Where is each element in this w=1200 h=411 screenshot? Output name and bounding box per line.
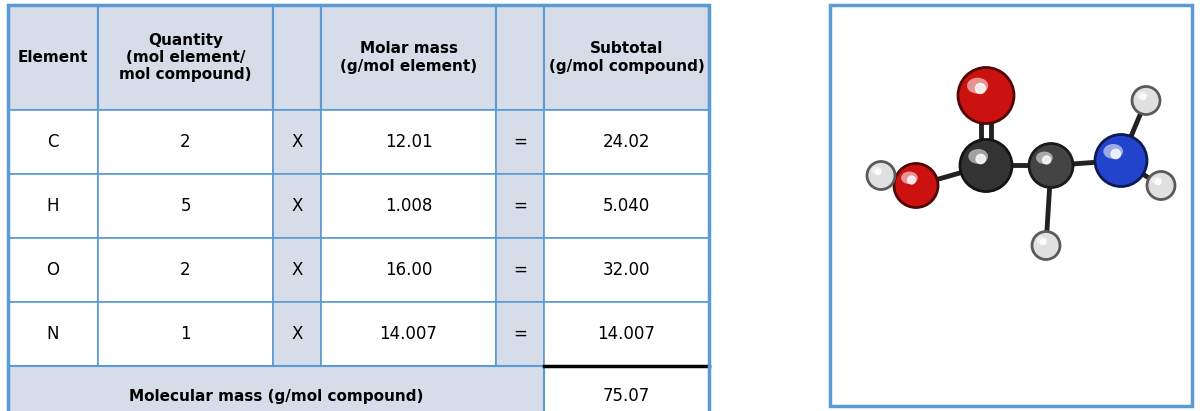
Bar (274, 302, 322, 366)
Text: 14.007: 14.007 (379, 325, 438, 343)
Bar (544, 110, 709, 174)
Circle shape (907, 176, 916, 184)
Ellipse shape (1152, 177, 1162, 185)
Bar (8, 5, 709, 411)
Bar (98, 238, 274, 302)
Bar (544, 302, 709, 366)
Bar (98, 5, 274, 110)
Bar (496, 238, 544, 302)
Text: H: H (47, 197, 59, 215)
Bar (544, 238, 709, 302)
Bar (98, 110, 274, 174)
Circle shape (894, 164, 938, 208)
Circle shape (1132, 86, 1160, 115)
Text: Quantity
(mol element/
mol compound): Quantity (mol element/ mol compound) (119, 32, 252, 82)
Bar (274, 238, 322, 302)
Circle shape (976, 154, 985, 164)
Bar (274, 174, 322, 238)
Circle shape (960, 139, 1012, 192)
Text: =: = (514, 197, 527, 215)
Text: X: X (292, 325, 302, 343)
Bar (830, 5, 1192, 406)
Text: Molar mass
(g/mol element): Molar mass (g/mol element) (340, 41, 478, 74)
Text: Molecular mass (g/mol compound): Molecular mass (g/mol compound) (128, 388, 424, 404)
Circle shape (1043, 156, 1050, 164)
Text: 5: 5 (180, 197, 191, 215)
Bar (496, 110, 544, 174)
Text: =: = (514, 261, 527, 279)
Text: 16.00: 16.00 (385, 261, 432, 279)
Text: 14.007: 14.007 (598, 325, 655, 343)
Text: 75.07: 75.07 (602, 387, 650, 405)
Bar (496, 5, 544, 110)
Text: X: X (292, 197, 302, 215)
Circle shape (1147, 171, 1175, 199)
Circle shape (866, 162, 895, 189)
Circle shape (1111, 149, 1121, 159)
Ellipse shape (968, 149, 988, 164)
Bar (274, 5, 322, 110)
Text: 32.00: 32.00 (602, 261, 650, 279)
Bar (8, 238, 98, 302)
Circle shape (1030, 143, 1073, 187)
Text: Subtotal
(g/mol compound): Subtotal (g/mol compound) (548, 41, 704, 74)
Bar (8, 366, 544, 411)
Bar (8, 110, 98, 174)
Ellipse shape (1103, 144, 1123, 159)
Bar (544, 5, 709, 110)
Text: X: X (292, 261, 302, 279)
Ellipse shape (1036, 152, 1052, 164)
Bar (322, 302, 496, 366)
Circle shape (1040, 240, 1045, 245)
Bar (98, 174, 274, 238)
Ellipse shape (967, 78, 989, 94)
Text: 1: 1 (180, 325, 191, 343)
Bar (496, 302, 544, 366)
Bar (322, 238, 496, 302)
Text: 12.01: 12.01 (385, 133, 432, 151)
Text: 24.02: 24.02 (602, 133, 650, 151)
Text: 1.008: 1.008 (385, 197, 432, 215)
Circle shape (1032, 231, 1060, 259)
Circle shape (1141, 95, 1146, 99)
Circle shape (876, 169, 881, 175)
Text: N: N (47, 325, 59, 343)
Text: =: = (514, 133, 527, 151)
Circle shape (976, 83, 985, 94)
Bar (322, 5, 496, 110)
Circle shape (1156, 180, 1160, 185)
Ellipse shape (871, 166, 882, 175)
Bar (544, 366, 709, 411)
Ellipse shape (1136, 92, 1147, 99)
Text: =: = (514, 325, 527, 343)
Text: 5.040: 5.040 (602, 197, 650, 215)
Bar (98, 302, 274, 366)
Bar (8, 174, 98, 238)
Circle shape (1096, 134, 1147, 187)
Ellipse shape (1037, 237, 1048, 245)
Text: Element: Element (18, 50, 88, 65)
Bar (8, 302, 98, 366)
Bar (496, 174, 544, 238)
Bar (322, 174, 496, 238)
Text: O: O (47, 261, 60, 279)
Bar (544, 174, 709, 238)
Bar (274, 110, 322, 174)
Text: X: X (292, 133, 302, 151)
Bar (8, 5, 98, 110)
Text: 2: 2 (180, 133, 191, 151)
Bar (322, 110, 496, 174)
Circle shape (958, 67, 1014, 123)
Text: 2: 2 (180, 261, 191, 279)
Ellipse shape (901, 171, 918, 184)
Text: C: C (47, 133, 59, 151)
